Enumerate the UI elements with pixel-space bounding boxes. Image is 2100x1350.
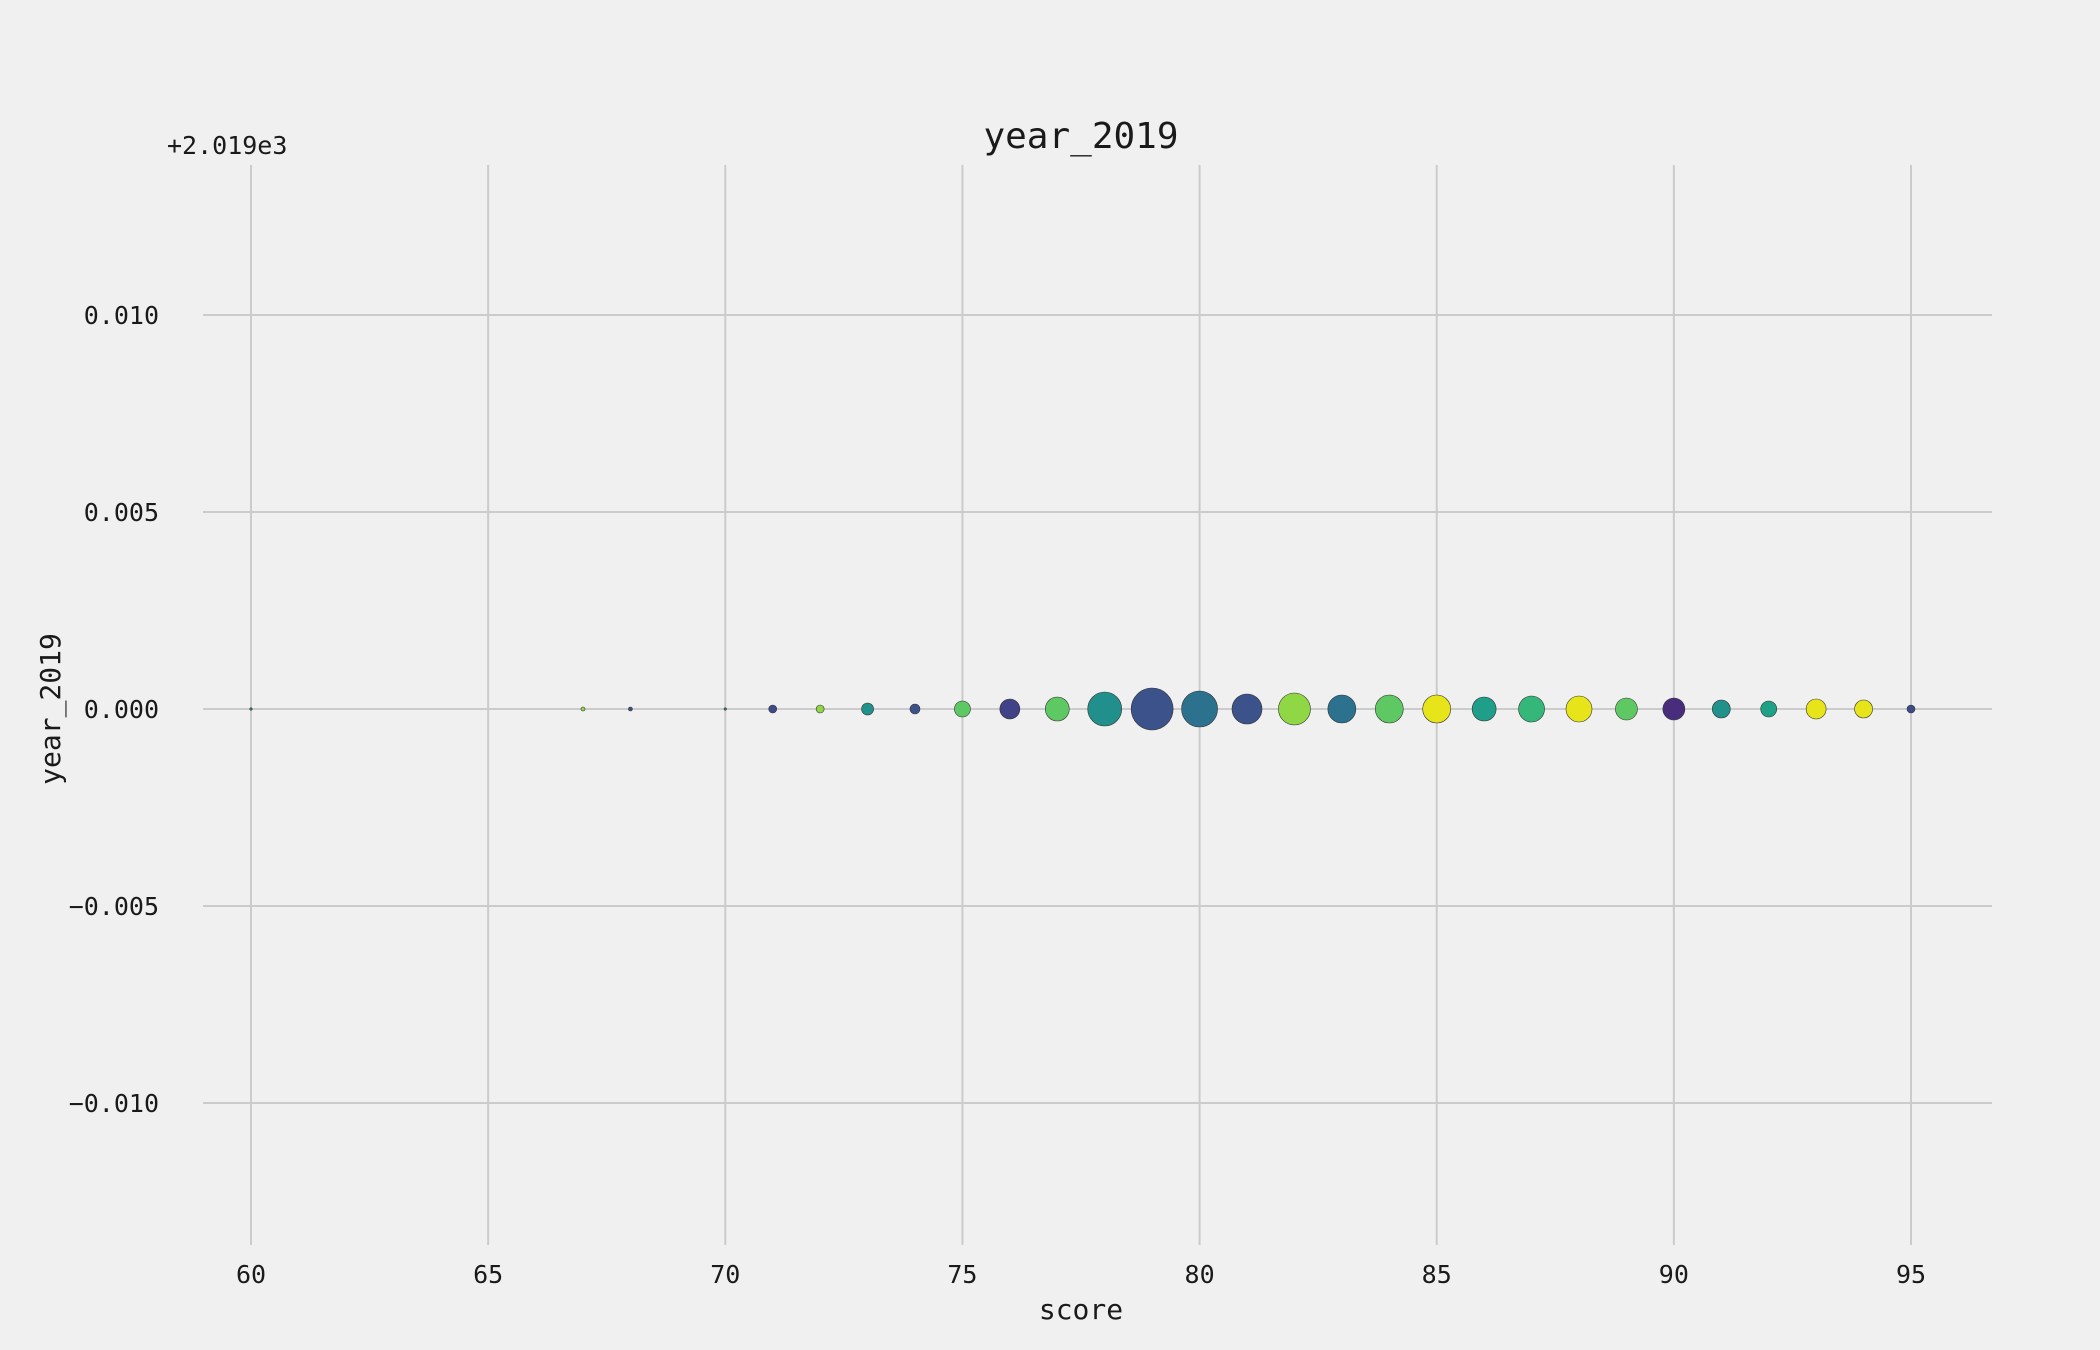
x-tick-label: 80	[1185, 1260, 1215, 1289]
y-offset-label: +2.019e3	[167, 131, 287, 160]
tick-labels: 60 65 70 75 80 85 90 95 0.010 0.005 0.000 −0.005 −0.…	[69, 301, 1926, 1289]
scatter-points	[249, 687, 1916, 731]
y-tick-label: −0.005	[69, 892, 159, 921]
scatter-point	[1044, 696, 1070, 722]
scatter-point	[1231, 693, 1263, 725]
scatter-point	[815, 704, 825, 714]
x-tick-label: 75	[947, 1260, 977, 1289]
scatter-point	[1471, 696, 1497, 722]
scatter-point	[1327, 694, 1357, 724]
scatter-point	[1422, 694, 1452, 724]
y-tick-label: 0.005	[84, 498, 159, 527]
x-tick-label: 60	[236, 1260, 266, 1289]
scatter-point	[1906, 704, 1916, 714]
y-tick-label: −0.010	[69, 1089, 159, 1118]
scatter-point	[909, 703, 921, 715]
scatter-point	[249, 707, 253, 711]
y-tick-label: 0.000	[84, 695, 159, 724]
scatter-point	[1374, 694, 1404, 724]
scatter-point	[1087, 691, 1123, 727]
scatter-point	[1518, 695, 1545, 723]
x-tick-label: 65	[473, 1260, 503, 1289]
chart-title: year_2019	[983, 116, 1178, 157]
x-tick-label: 90	[1659, 1260, 1689, 1289]
x-tick-label: 95	[1896, 1260, 1926, 1289]
scatter-point	[1854, 699, 1873, 719]
y-tick-label: 0.010	[84, 301, 159, 330]
scatter-point	[1805, 698, 1827, 720]
x-tick-label: 85	[1422, 1260, 1452, 1289]
scatter-point	[954, 700, 971, 718]
x-axis-label: score	[1039, 1293, 1123, 1326]
scatter-point	[1565, 695, 1593, 723]
scatter-point	[999, 698, 1021, 720]
x-tick-label: 70	[710, 1260, 740, 1289]
scatter-point	[1181, 690, 1218, 728]
scatter-point	[1278, 692, 1311, 726]
scatter-point	[1130, 687, 1174, 731]
scatter-point	[1711, 699, 1731, 719]
scatter-point	[628, 706, 633, 712]
scatter-point	[1760, 700, 1778, 718]
scatter-point	[768, 704, 778, 714]
scatter-point	[1615, 697, 1638, 721]
scatter-point	[1662, 697, 1686, 721]
scatter-point	[723, 707, 727, 711]
scatter-point	[861, 702, 874, 716]
y-axis-label: year_2019	[34, 633, 68, 785]
scatter-point	[580, 706, 586, 712]
